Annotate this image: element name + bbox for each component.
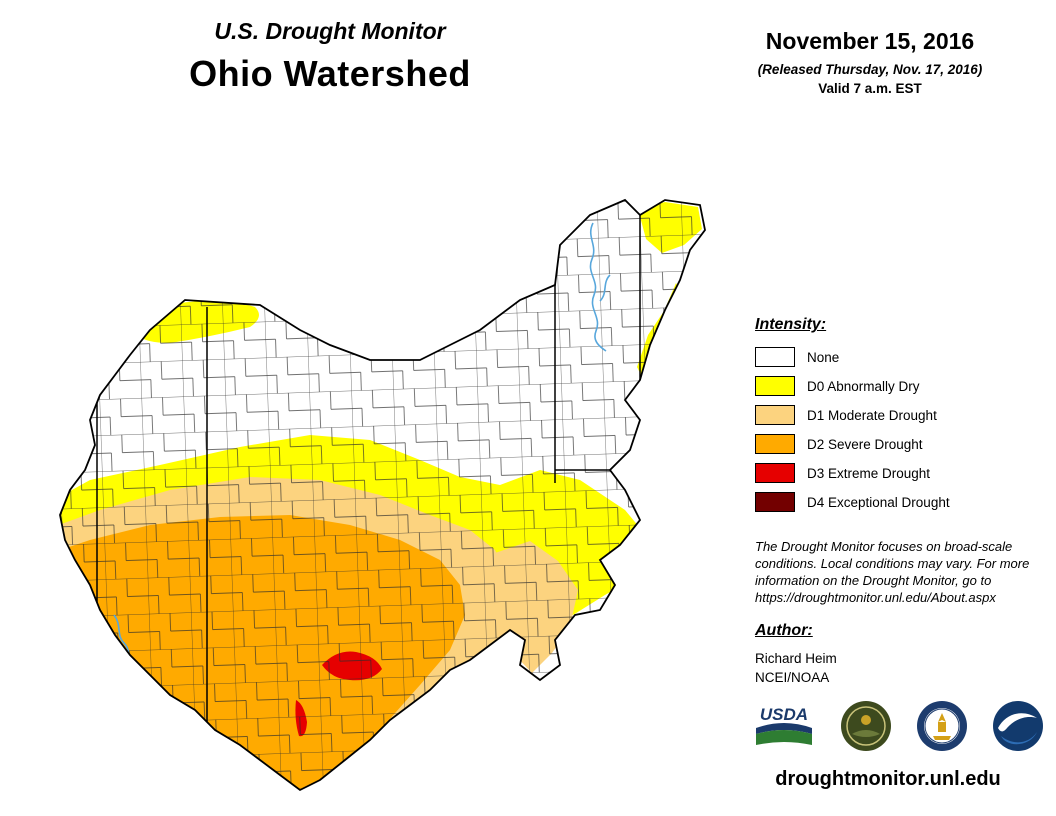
legend-swatch-d4 [755, 492, 795, 512]
legend-label: D1 Moderate Drought [807, 407, 937, 423]
legend-label: D2 Severe Drought [807, 436, 923, 452]
author-block: Author: Richard Heim NCEI/NOAA [755, 622, 837, 685]
valid-time: Valid 7 a.m. EST [818, 81, 922, 96]
legend-label: D4 Exceptional Drought [807, 494, 950, 510]
usda-logo: USDA [756, 705, 812, 745]
author-name: Richard Heim [755, 651, 837, 666]
legend-label: D0 Abnormally Dry [807, 378, 920, 394]
legend-swatch-d0 [755, 376, 795, 396]
legend-item-d3: D3 Extreme Drought [755, 463, 1040, 483]
logo-row: USDA [752, 700, 1044, 752]
legend-swatch-d2 [755, 434, 795, 454]
legend-item-none: None [755, 347, 1040, 367]
map-date: November 15, 2016 [765, 28, 975, 54]
website-url: droughtmonitor.unl.edu [775, 768, 1001, 790]
author-org: NCEI/NOAA [755, 670, 830, 685]
drought-map [59, 198, 706, 792]
legend-item-d2: D2 Severe Drought [755, 434, 1040, 454]
author-heading: Author: [755, 622, 813, 639]
watershed-outline [59, 198, 706, 792]
legend: Intensity: None D0 Abnormally Dry D1 Moder… [755, 316, 1040, 521]
release-date: (Released Thursday, Nov. 17, 2016) [757, 62, 983, 77]
usda-logo-text: USDA [760, 705, 808, 724]
ndmc-logo [841, 701, 891, 751]
date-block: November 15, 2016 (Released Thursday, No… [710, 28, 1030, 96]
legend-heading: Intensity: [755, 316, 827, 333]
legend-item-d0: D0 Abnormally Dry [755, 376, 1040, 396]
legend-item-d1: D1 Moderate Drought [755, 405, 1040, 425]
noaa-logo [993, 701, 1043, 751]
commerce-logo [917, 701, 967, 751]
legend-swatch-none [755, 347, 795, 367]
legend-items: None D0 Abnormally Dry D1 Moderate Drought… [755, 347, 1040, 512]
state-borders [96, 207, 642, 745]
legend-label: None [807, 349, 840, 365]
legend-swatch-d3 [755, 463, 795, 483]
title-block: U.S. Drought Monitor Ohio Watershed [110, 18, 550, 95]
region-title: Ohio Watershed [189, 53, 471, 94]
legend-item-d4: D4 Exceptional Drought [755, 492, 1040, 512]
county-lines [60, 200, 705, 790]
legend-swatch-d1 [755, 405, 795, 425]
disclaimer-text: The Drought Monitor focuses on broad-sca… [755, 539, 1030, 606]
legend-label: D3 Extreme Drought [807, 465, 931, 481]
report-title: U.S. Drought Monitor [214, 18, 446, 44]
